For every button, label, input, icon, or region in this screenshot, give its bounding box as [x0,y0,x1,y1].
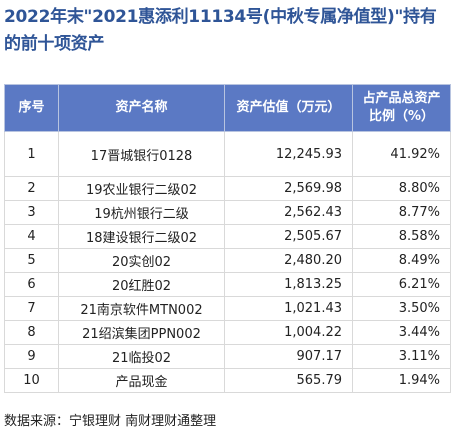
row-index: 10 [4,368,59,393]
row-asset-name: 21临投02 [58,344,225,369]
row-asset-ratio: 6.21% [352,272,451,297]
header-asset-ratio: 占产品总资产比例（%） [352,84,451,132]
row-asset-ratio: 8.58% [352,224,451,249]
asset-table-container: 序号 资产名称 资产估值（万元） 占产品总资产比例（%） 1 17晋城银行012… [4,84,451,393]
row-index: 7 [4,296,59,321]
table-row: 2 19农业银行二级02 2,569.98 8.80% [4,176,451,201]
asset-table: 序号 资产名称 资产估值（万元） 占产品总资产比例（%） 1 17晋城银行012… [4,84,451,393]
table-row: 7 21南京软件MTN002 1,021.43 3.50% [4,296,451,321]
row-asset-name: 18建设银行二级02 [58,224,225,249]
row-index: 2 [4,176,59,201]
table-row: 10 产品现金 565.79 1.94% [4,368,451,393]
row-asset-value: 1,813.25 [224,272,353,297]
row-index: 8 [4,320,59,345]
row-asset-name: 20实创02 [58,248,225,273]
row-asset-ratio: 8.80% [352,176,451,201]
row-asset-ratio: 1.94% [352,368,451,393]
row-asset-name: 产品现金 [58,368,225,393]
row-asset-value: 2,505.67 [224,224,353,249]
row-index: 1 [4,131,59,177]
row-asset-ratio: 3.44% [352,320,451,345]
table-row: 5 20实创02 2,480.20 8.49% [4,248,451,273]
row-asset-ratio: 8.77% [352,200,451,225]
row-asset-ratio: 3.11% [352,344,451,369]
row-asset-name: 19杭州银行二级 [58,200,225,225]
row-index: 6 [4,272,59,297]
table-row: 1 17晋城银行0128 12,245.93 41.92% [4,131,451,177]
header-asset-value: 资产估值（万元） [224,84,353,132]
row-asset-value: 565.79 [224,368,353,393]
row-asset-name: 17晋城银行0128 [58,131,225,177]
row-asset-name: 21绍滨集团PPN002 [58,320,225,345]
header-asset-name: 资产名称 [58,84,225,132]
row-asset-value: 12,245.93 [224,131,353,177]
table-body: 1 17晋城银行0128 12,245.93 41.92% 2 19农业银行二级… [4,131,451,393]
row-asset-name: 20红胜02 [58,272,225,297]
row-asset-ratio: 3.50% [352,296,451,321]
row-index: 5 [4,248,59,273]
row-asset-value: 1,021.43 [224,296,353,321]
table-row: 6 20红胜02 1,813.25 6.21% [4,272,451,297]
row-asset-value: 1,004.22 [224,320,353,345]
row-asset-value: 907.17 [224,344,353,369]
row-index: 3 [4,200,59,225]
header-index: 序号 [4,84,59,132]
table-row: 3 19杭州银行二级 2,562.43 8.77% [4,200,451,225]
table-row: 9 21临投02 907.17 3.11% [4,344,451,369]
data-source-note: 数据来源：宁银理财 南财理财通整理 [4,414,217,429]
row-asset-name: 19农业银行二级02 [58,176,225,201]
table-row: 8 21绍滨集团PPN002 1,004.22 3.44% [4,320,451,345]
row-asset-value: 2,562.43 [224,200,353,225]
table-header-row: 序号 资产名称 资产估值（万元） 占产品总资产比例（%） [4,84,451,132]
row-index: 4 [4,224,59,249]
row-asset-name: 21南京软件MTN002 [58,296,225,321]
row-asset-ratio: 8.49% [352,248,451,273]
table-row: 4 18建设银行二级02 2,505.67 8.58% [4,224,451,249]
row-index: 9 [4,344,59,369]
page-title: 2022年末"2021惠添利11134号(中秋专属净值型)"持有的前十项资产 [4,7,437,54]
row-asset-ratio: 41.92% [352,131,451,177]
row-asset-value: 2,569.98 [224,176,353,201]
row-asset-value: 2,480.20 [224,248,353,273]
